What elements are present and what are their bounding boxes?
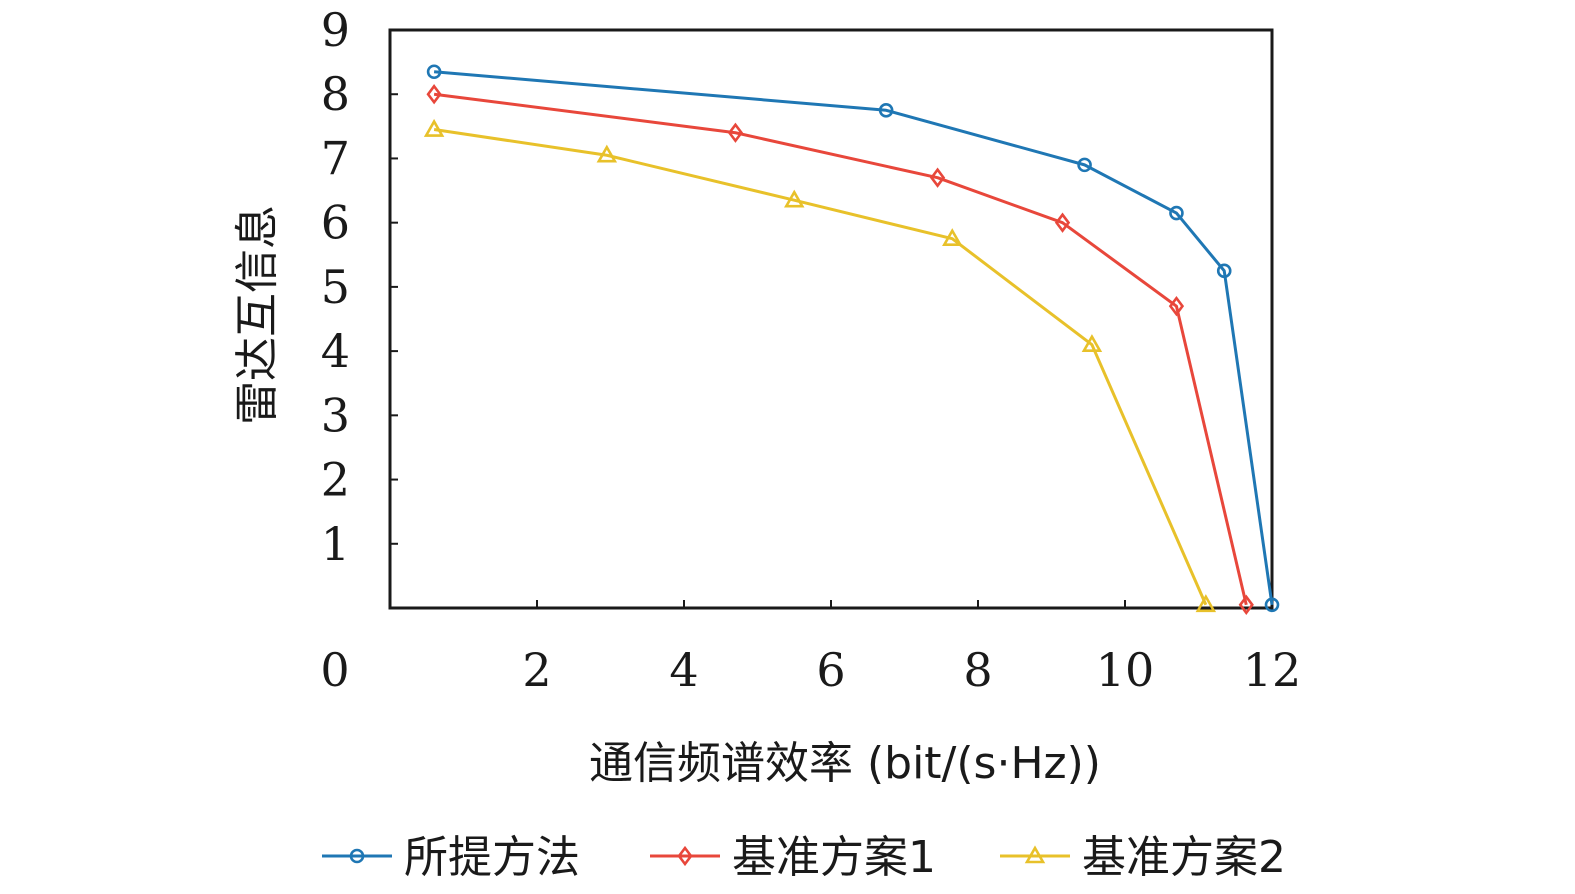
data-point-triangle xyxy=(423,118,445,137)
series-line xyxy=(433,70,1274,606)
legend-marker-diamond xyxy=(677,845,693,867)
data-point-circle xyxy=(426,64,442,80)
legend-marker-circle xyxy=(349,848,365,864)
legend-label: 基准方案1 xyxy=(732,832,936,883)
y-tick-label: 1 xyxy=(321,517,350,571)
data-point-circle xyxy=(1216,263,1232,279)
series-2 xyxy=(426,84,1254,615)
x-axis-title: 通信频谱效率 (bit/(s·Hz)) xyxy=(589,738,1101,789)
legend: 所提方法 基准方案1 基准方案2 xyxy=(322,832,1286,883)
series-3 xyxy=(423,118,1217,613)
data-point-diamond xyxy=(1054,212,1071,233)
y-tick-label: 5 xyxy=(321,260,350,314)
legend-label: 基准方案2 xyxy=(1082,832,1286,883)
y-axis-ticks: 1 2 3 4 5 6 7 8 9 xyxy=(321,3,398,571)
series-line xyxy=(433,128,1208,606)
x-tick-label: 10 xyxy=(1096,643,1155,697)
legend-marker-triangle xyxy=(1024,845,1046,864)
series-line xyxy=(433,92,1248,606)
y-axis-title: 雷达互信息 xyxy=(232,205,283,425)
data-point-circle xyxy=(878,102,894,118)
data-point-triangle xyxy=(1081,334,1103,352)
legend-item: 所提方法 xyxy=(322,832,580,883)
y-tick-label: 6 xyxy=(321,196,350,250)
x-tick-label: 12 xyxy=(1243,643,1302,697)
x-axis-ticks: 0 2 4 6 8 10 12 xyxy=(320,600,1301,697)
data-point-circle xyxy=(1169,205,1184,221)
legend-item: 基准方案1 xyxy=(650,832,936,883)
y-tick-label: 7 xyxy=(321,131,350,185)
legend-label: 所提方法 xyxy=(404,832,580,883)
data-point-triangle xyxy=(784,189,805,208)
data-point-diamond xyxy=(426,84,442,105)
x-tick-label: 2 xyxy=(522,643,551,697)
data-point-circle xyxy=(1077,157,1092,173)
data-point-diamond xyxy=(727,122,744,143)
x-tick-label: 0 xyxy=(320,643,349,697)
data-point-triangle xyxy=(942,228,963,247)
x-tick-label: 8 xyxy=(963,643,992,697)
y-tick-label: 2 xyxy=(321,453,350,507)
plot-area xyxy=(388,28,1274,610)
x-tick-label: 6 xyxy=(816,643,845,697)
x-tick-label: 4 xyxy=(669,643,698,697)
data-point-diamond xyxy=(1238,594,1254,615)
y-tick-label: 3 xyxy=(321,388,350,442)
data-point-circle xyxy=(1264,597,1280,613)
legend-item: 基准方案2 xyxy=(1000,832,1286,883)
data-point-diamond xyxy=(1168,295,1185,317)
y-tick-label: 9 xyxy=(321,3,350,57)
y-tick-label: 8 xyxy=(321,67,350,121)
data-point-triangle xyxy=(596,144,618,163)
data-point-triangle xyxy=(1195,594,1217,613)
data-point-diamond xyxy=(929,167,946,188)
y-tick-label: 4 xyxy=(321,324,350,378)
series-1 xyxy=(426,64,1280,613)
series-layer xyxy=(423,64,1280,615)
